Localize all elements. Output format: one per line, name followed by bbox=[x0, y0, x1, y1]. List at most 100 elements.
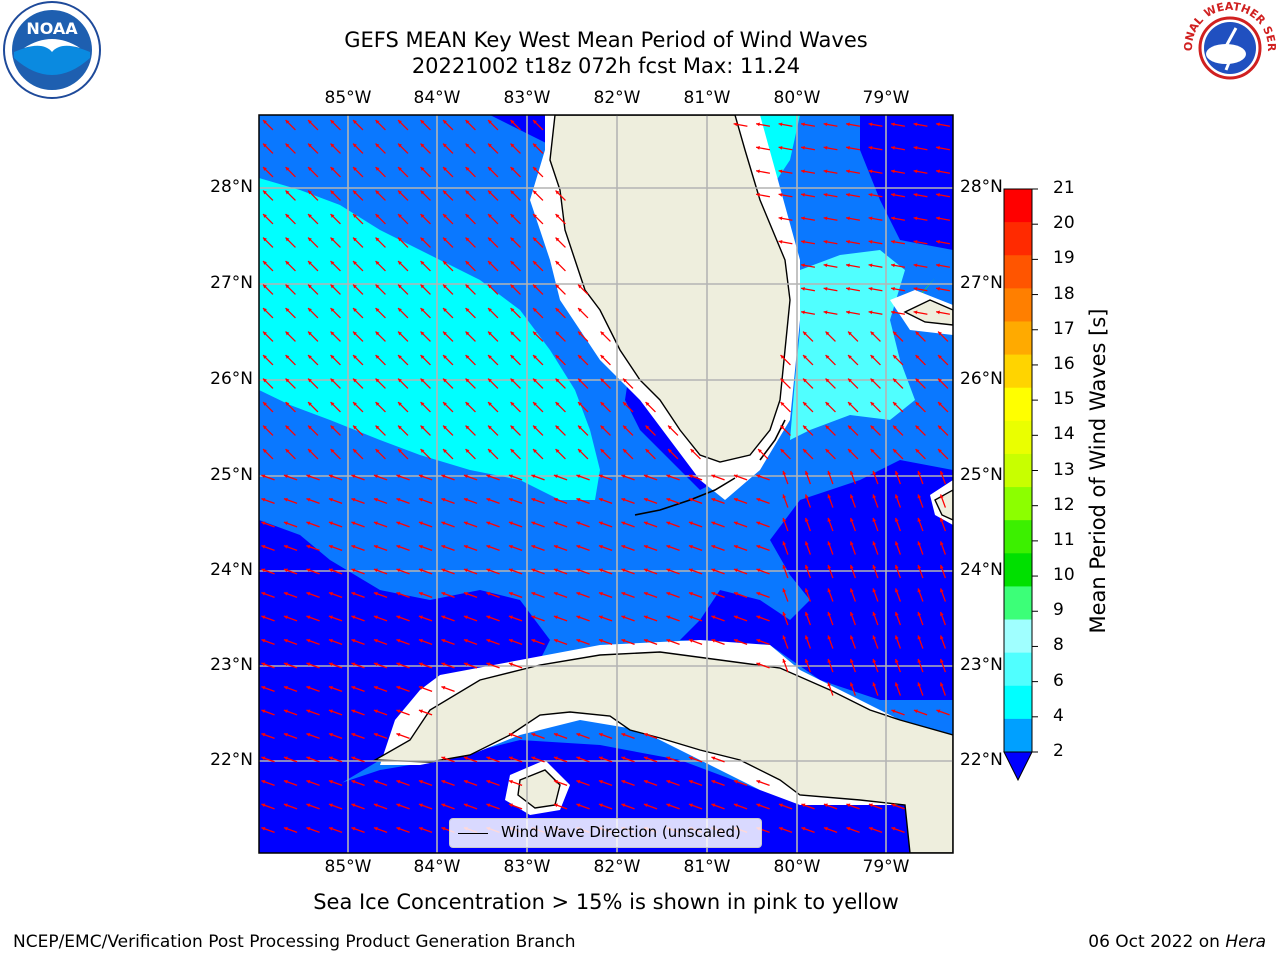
wind-wave-arrow bbox=[397, 401, 409, 413]
colorbar-tick-label: 8 bbox=[1053, 635, 1064, 656]
wind-wave-arrow bbox=[442, 448, 454, 460]
wind-wave-arrow bbox=[894, 517, 902, 532]
wind-wave-arrow bbox=[285, 260, 296, 272]
wind-wave-arrow bbox=[307, 401, 319, 413]
wind-wave-arrow bbox=[465, 401, 476, 413]
wind-wave-arrow bbox=[825, 425, 836, 436]
nws-logo: NATIONAL WEATHER SERVICE bbox=[1180, 0, 1278, 94]
wind-wave-arrow bbox=[804, 611, 812, 626]
wind-wave-arrow bbox=[463, 615, 478, 622]
wind-wave-arrow bbox=[755, 169, 771, 174]
wind-wave-arrow bbox=[373, 521, 388, 528]
wind-wave-arrow bbox=[891, 803, 905, 810]
wind-wave-arrow bbox=[531, 591, 545, 599]
wind-wave-arrow bbox=[733, 122, 748, 127]
wind-wave-arrow bbox=[890, 263, 906, 268]
wind-wave-arrow bbox=[442, 260, 454, 272]
wind-wave-arrow bbox=[397, 143, 409, 154]
wind-wave-arrow bbox=[442, 119, 454, 131]
wind-wave-arrow bbox=[913, 169, 928, 174]
wind-wave-arrow bbox=[396, 779, 410, 787]
wind-wave-arrow bbox=[373, 591, 388, 599]
wind-wave-arrow bbox=[306, 685, 320, 693]
wind-wave-arrow bbox=[307, 119, 319, 131]
wind-wave-arrow bbox=[917, 541, 924, 555]
wind-wave-arrow bbox=[328, 685, 343, 693]
wind-wave-arrow bbox=[688, 756, 703, 763]
wind-wave-arrow bbox=[577, 307, 589, 319]
wind-wave-arrow bbox=[666, 615, 680, 622]
wind-wave-arrow bbox=[307, 260, 319, 272]
wind-wave-arrow bbox=[532, 213, 544, 225]
wind-wave-arrow bbox=[733, 638, 748, 646]
wind-wave-arrow bbox=[823, 826, 838, 834]
wind-wave-arrow bbox=[576, 544, 590, 552]
wind-wave-arrow bbox=[845, 146, 861, 151]
wind-wave-arrow bbox=[711, 615, 725, 622]
wind-wave-arrow bbox=[800, 216, 816, 221]
wind-wave-arrow bbox=[487, 190, 499, 201]
colorbar-segment bbox=[1004, 652, 1032, 687]
wind-wave-arrow bbox=[351, 732, 365, 740]
wind-wave-arrow bbox=[600, 354, 611, 366]
wind-wave-arrow bbox=[262, 237, 274, 248]
wind-wave-arrow bbox=[486, 803, 500, 810]
wind-wave-arrow bbox=[261, 779, 275, 787]
wind-wave-arrow bbox=[600, 401, 611, 413]
wind-wave-arrow bbox=[756, 544, 770, 552]
wind-wave-arrow bbox=[801, 826, 815, 834]
wind-wave-arrow bbox=[847, 448, 859, 460]
wind-wave-arrow bbox=[510, 237, 521, 248]
lon-tick-label: 82°W bbox=[593, 857, 641, 877]
wind-wave-arrow bbox=[306, 709, 320, 716]
wind-wave-arrow bbox=[553, 779, 568, 787]
wind-wave-arrow bbox=[711, 756, 725, 763]
wind-wave-arrow bbox=[262, 401, 274, 413]
wind-wave-arrow bbox=[397, 331, 409, 342]
wind-wave-arrow bbox=[915, 354, 926, 366]
wind-wave-arrow bbox=[868, 193, 883, 198]
wind-wave-arrow bbox=[465, 166, 476, 178]
wind-wave-arrow bbox=[442, 284, 454, 295]
wind-wave-arrow bbox=[487, 237, 499, 248]
colorbar-segment bbox=[1004, 619, 1032, 654]
wind-wave-arrow bbox=[939, 611, 947, 626]
wind-wave-arrow bbox=[328, 732, 343, 740]
wind-wave-arrow bbox=[442, 425, 454, 436]
wind-wave-arrow bbox=[555, 331, 566, 342]
wind-wave-arrow bbox=[872, 541, 879, 555]
wind-wave-arrow bbox=[827, 658, 834, 673]
wind-wave-arrow bbox=[913, 240, 928, 245]
wind-wave-arrow bbox=[465, 237, 476, 248]
wind-wave-arrow bbox=[531, 638, 545, 646]
wind-wave-arrow bbox=[465, 448, 476, 460]
wind-wave-arrow bbox=[262, 119, 274, 131]
wind-wave-arrow bbox=[804, 588, 812, 602]
wind-wave-arrow bbox=[262, 331, 274, 342]
wind-wave-arrow bbox=[845, 169, 861, 174]
wind-wave-arrow bbox=[621, 497, 635, 505]
plot-frame bbox=[258, 114, 954, 854]
wind-wave-arrow bbox=[845, 263, 861, 268]
wind-wave-arrow bbox=[621, 615, 635, 622]
wind-wave-arrow bbox=[913, 287, 928, 292]
wind-wave-arrow bbox=[804, 494, 812, 508]
wind-wave-arrow bbox=[283, 497, 298, 505]
wind-wave-arrow bbox=[847, 331, 859, 342]
wind-wave-arrow bbox=[441, 662, 455, 669]
wind-wave-arrow bbox=[261, 497, 275, 505]
lon-tick-label: 82°W bbox=[593, 88, 641, 108]
wind-wave-arrow bbox=[307, 307, 319, 319]
wind-wave-arrow bbox=[330, 166, 341, 178]
colorbar-tick-label: 13 bbox=[1053, 459, 1075, 480]
wind-wave-arrow bbox=[870, 354, 881, 366]
wind-wave-arrow bbox=[463, 568, 478, 575]
wind-wave-arrow bbox=[283, 615, 298, 622]
wind-wave-arrow bbox=[780, 354, 791, 366]
wind-wave-arrow bbox=[555, 307, 566, 319]
wind-wave-arrow bbox=[396, 662, 410, 669]
wind-wave-arrow bbox=[307, 331, 319, 342]
wind-wave-arrow bbox=[375, 260, 386, 272]
wind-wave-arrow bbox=[262, 213, 274, 225]
wind-wave-arrow bbox=[510, 401, 521, 413]
